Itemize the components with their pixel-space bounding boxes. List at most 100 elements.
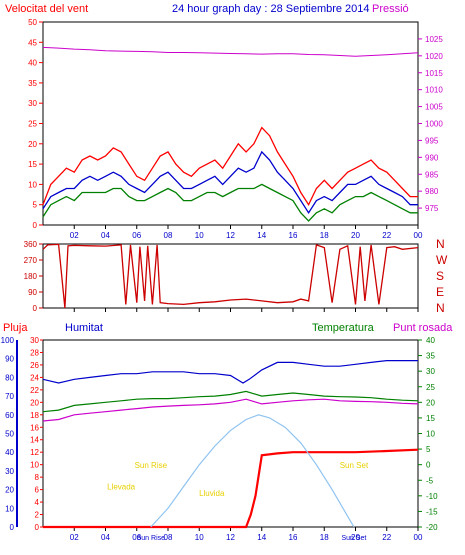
rain-tick-label: 30 [30,336,39,345]
temperature-tick-label: 10 [426,430,435,439]
rain-tick-label: 8 [35,473,40,482]
chart-headers: Velocitat del vent 24 hour graph day : 28… [5,3,409,15]
temperature-label: Temperatura [312,322,375,334]
x-tick-label: 00 [414,533,423,542]
x-tick-label: 06 [132,533,141,542]
temperature-tick-label: 0 [426,461,431,470]
sunset-axis-label: Sun Set [341,535,366,542]
x-tick-label: 16 [289,231,298,240]
x-tick-label: 10 [195,533,204,542]
rain-tick-label: 24 [30,373,39,382]
temperature-tick-label: 20 [426,398,435,407]
direction-tick-label: 360 [24,240,38,249]
wind-tick-label: 25 [28,120,37,129]
humidity-tick-label: 10 [5,504,14,513]
series-line-direction [42,243,419,309]
rain-tick-label: 28 [30,348,39,357]
compass-letter: E [436,285,444,299]
wind-pressure-panel: 0510152025303540455097598098599099510001… [28,18,443,240]
x-tick-label: 22 [382,533,391,542]
temperature-tick-label: -15 [426,507,438,516]
temperature-tick-label: 30 [426,367,435,376]
pressure-tick-label: 980 [425,187,439,196]
humidity-tick-label: 80 [5,373,14,382]
x-tick-label: 18 [320,231,329,240]
pressure-tick-label: 1015 [425,69,443,78]
humidity-tick-label: 30 [5,467,14,476]
series-line-pressure [42,46,419,57]
x-tick-label: 08 [164,231,173,240]
x-tick-label: 18 [320,533,329,542]
humidity-label: Humitat [65,322,103,334]
direction-tick-label: 270 [24,256,38,265]
pressure-tick-label: 1020 [425,52,443,61]
pressure-tick-label: 985 [425,170,439,179]
pressure-label: Pressió [372,3,409,15]
wind-tick-label: 40 [28,59,37,68]
series-line-gust [42,126,418,207]
rain-humidity-temperature-panel: Pluja Humitat Temperatura Punt rosada010203… [1,322,454,542]
x-tick-label: 22 [382,231,391,240]
x-tick-label: 20 [351,231,360,240]
pressure-tick-label: 1005 [425,103,443,112]
wind-speed-label: Velocitat del vent [5,3,88,15]
series-line-humidity [42,360,418,384]
humidity-tick-label: 60 [5,411,14,420]
temperature-tick-label: 25 [426,383,435,392]
x-tick-label: 04 [101,231,110,240]
compass-letter: S [436,269,444,283]
rain-tick-label: 12 [30,448,39,457]
series-line-rain [43,448,419,529]
graph-title: 24 hour graph day : 28 Septiembre 2014 [172,3,370,15]
humidity-tick-label: 20 [5,486,14,495]
pressure-tick-label: 1010 [425,86,443,95]
wind-tick-label: 30 [28,99,37,108]
direction-tick-label: 0 [33,304,38,313]
compass-letter: N [436,301,445,315]
temperature-tick-label: -5 [426,476,434,485]
rain-tick-label: 10 [30,461,39,470]
temperature-tick-label: 15 [426,414,435,423]
direction-tick-label: 180 [24,272,38,281]
pressure-tick-label: 1025 [425,35,443,44]
humidity-tick-label: 0 [10,523,15,532]
rain-tick-label: 4 [35,498,40,507]
dewpoint-label: Punt rosada [393,322,453,334]
x-tick-label: 12 [226,231,235,240]
rain-tick-label: 22 [30,386,39,395]
temperature-tick-label: -20 [426,523,438,532]
temperature-tick-label: -10 [426,492,438,501]
rain-tick-label: 2 [35,511,40,520]
wind-tick-label: 50 [28,18,37,27]
rain-label: Pluja [3,322,28,334]
rain-tick-label: 14 [30,436,39,445]
temperature-tick-label: 5 [426,445,431,454]
pressure-tick-label: 995 [425,136,439,145]
event-annotation: Llevada [107,483,136,492]
wind-tick-label: 20 [28,140,37,149]
x-tick-label: 06 [132,231,141,240]
series-line-low [42,183,418,222]
direction-tick-label: 90 [28,288,37,297]
x-tick-label: 20 [351,533,360,542]
pressure-tick-label: 975 [425,204,439,213]
panel2-frame [42,243,419,309]
panel1-frame [42,21,419,226]
x-tick-label: 00 [414,231,423,240]
wind-tick-label: 35 [28,79,37,88]
event-annotation: Sun Rise [135,461,168,470]
temperature-tick-label: 40 [426,336,435,345]
event-annotation: Sun Set [340,461,369,470]
humidity-tick-label: 50 [5,430,14,439]
compass-letter: W [436,253,448,267]
humidity-tick-label: 100 [1,336,15,345]
x-tick-label: 02 [70,533,79,542]
x-tick-label: 14 [257,533,266,542]
temperature-tick-label: 35 [426,352,435,361]
wind-tick-label: 5 [33,201,38,210]
humidity-tick-label: 70 [5,392,14,401]
x-tick-label: 08 [164,533,173,542]
x-tick-label: 16 [289,533,298,542]
